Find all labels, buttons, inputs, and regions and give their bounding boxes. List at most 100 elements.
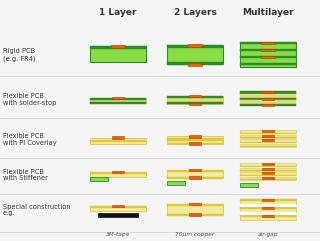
Bar: [167, 138, 223, 141]
Bar: [112, 171, 124, 173]
Bar: [262, 91, 274, 93]
Bar: [240, 143, 296, 147]
Bar: [262, 215, 274, 217]
Bar: [240, 91, 296, 94]
Bar: [240, 167, 296, 170]
Bar: [240, 174, 296, 176]
Bar: [189, 176, 201, 179]
Bar: [189, 169, 201, 171]
Bar: [262, 130, 274, 132]
Bar: [167, 96, 223, 104]
Bar: [240, 130, 296, 133]
Bar: [90, 102, 146, 103]
Bar: [240, 163, 296, 166]
Text: Flexible PCB
with Stiffener: Flexible PCB with Stiffener: [3, 168, 48, 181]
Bar: [167, 170, 223, 172]
Bar: [240, 176, 296, 180]
Bar: [262, 207, 274, 209]
Bar: [240, 179, 296, 180]
Bar: [240, 42, 296, 67]
Bar: [240, 56, 296, 58]
Text: Multilayer: Multilayer: [242, 8, 294, 17]
Bar: [261, 42, 275, 44]
Bar: [189, 135, 201, 138]
Bar: [240, 172, 296, 175]
Bar: [240, 166, 296, 167]
Bar: [240, 146, 296, 147]
Bar: [189, 95, 201, 97]
Bar: [262, 199, 274, 201]
Text: 3M-tape: 3M-tape: [106, 232, 130, 237]
Bar: [262, 104, 274, 106]
Bar: [240, 207, 296, 212]
Bar: [112, 97, 124, 99]
Bar: [262, 163, 274, 165]
Bar: [240, 207, 296, 209]
Bar: [167, 102, 223, 104]
Bar: [262, 139, 274, 141]
Text: Flexible PCB
with solder-stop: Flexible PCB with solder-stop: [3, 94, 56, 107]
Bar: [90, 46, 146, 48]
Bar: [167, 181, 185, 185]
Bar: [90, 206, 146, 211]
Bar: [240, 170, 296, 171]
Text: 1 Layer: 1 Layer: [99, 8, 137, 17]
Bar: [90, 140, 146, 142]
Bar: [189, 103, 201, 105]
Bar: [90, 98, 146, 103]
Bar: [90, 46, 146, 62]
Bar: [240, 98, 296, 100]
Bar: [98, 213, 138, 216]
Bar: [240, 49, 296, 51]
Bar: [262, 172, 274, 174]
Bar: [167, 136, 223, 144]
Bar: [167, 204, 223, 206]
Bar: [240, 94, 296, 98]
Bar: [167, 214, 223, 215]
Bar: [240, 137, 296, 138]
Bar: [240, 203, 296, 207]
Bar: [167, 45, 223, 47]
Bar: [240, 103, 296, 106]
Bar: [111, 45, 125, 47]
Bar: [240, 141, 296, 143]
Bar: [167, 176, 223, 179]
Bar: [90, 206, 146, 208]
Bar: [240, 134, 296, 138]
Text: air-gap: air-gap: [258, 232, 278, 237]
Bar: [262, 134, 274, 136]
Bar: [240, 215, 296, 217]
Text: Flexible PCB
with PI Coverlay: Flexible PCB with PI Coverlay: [3, 134, 57, 147]
Bar: [240, 63, 296, 65]
Bar: [167, 204, 223, 215]
Bar: [262, 167, 274, 169]
Bar: [240, 100, 296, 103]
Bar: [240, 133, 296, 134]
Bar: [167, 45, 223, 64]
Bar: [240, 183, 258, 187]
Bar: [112, 136, 124, 139]
Bar: [261, 56, 275, 58]
Bar: [240, 139, 296, 142]
Bar: [90, 98, 146, 100]
Bar: [112, 205, 124, 207]
Text: 70µm copper: 70µm copper: [175, 232, 215, 237]
Bar: [189, 213, 201, 216]
Bar: [189, 203, 201, 205]
Bar: [189, 142, 201, 145]
Bar: [167, 170, 223, 178]
Bar: [167, 96, 223, 98]
Bar: [262, 176, 274, 179]
Bar: [240, 199, 296, 201]
Bar: [90, 177, 108, 181]
Text: Special construction
e.g.: Special construction e.g.: [3, 203, 71, 216]
Bar: [90, 172, 146, 177]
Bar: [90, 172, 146, 174]
Bar: [240, 199, 296, 204]
Bar: [240, 215, 296, 220]
Bar: [188, 62, 202, 66]
Text: Rigid PCB
(e.g. FR4): Rigid PCB (e.g. FR4): [3, 48, 36, 62]
Bar: [240, 212, 296, 214]
Bar: [188, 43, 202, 47]
Text: 2 Layers: 2 Layers: [173, 8, 216, 17]
